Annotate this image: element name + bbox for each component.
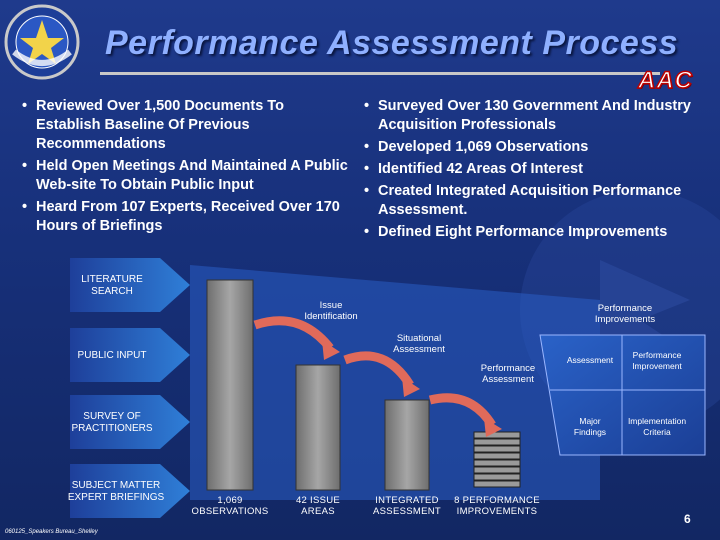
input-label-sme: SUBJECT MATTER EXPERT BRIEFINGS xyxy=(67,480,165,503)
bullet-item: Heard From 107 Experts, Received Over 17… xyxy=(20,198,350,236)
left-bullet-list: Reviewed Over 1,500 Documents To Establi… xyxy=(20,97,350,239)
bullet-item: Defined Eight Performance Improvements xyxy=(362,223,717,242)
bullet-item: Held Open Meetings And Maintained A Publ… xyxy=(20,157,350,195)
column-label-issue-areas: 42 ISSUE AREAS xyxy=(295,495,341,517)
bar-observations xyxy=(206,279,254,491)
input-arrow-literature xyxy=(70,258,190,312)
label-performance-assessment: Performance Assessment xyxy=(480,363,536,385)
curve-arrow-3 xyxy=(428,393,496,428)
input-arrow-survey xyxy=(70,395,190,449)
input-label-public: PUBLIC INPUT xyxy=(77,350,147,361)
bar-integrated xyxy=(384,399,430,491)
air-force-emblem xyxy=(4,4,80,80)
bullet-item: Developed 1,069 Observations xyxy=(362,138,717,157)
bar-issue-areas xyxy=(295,364,341,491)
column-label-observations: 1,069 OBSERVATIONS xyxy=(191,495,269,517)
right-bullet-list: Surveyed Over 130 Government And Industr… xyxy=(362,97,717,245)
bullet-item: Identified 42 Areas Of Interest xyxy=(362,160,717,179)
bar-improvements xyxy=(473,431,521,488)
title-divider xyxy=(100,72,660,75)
matrix-major-findings: Major Findings xyxy=(573,416,607,437)
column-label-improvements: 8 PERFORMANCE IMPROVEMENTS xyxy=(454,495,540,517)
curve-arrow-1 xyxy=(253,316,334,351)
label-situational-assessment: Situational Assessment xyxy=(393,333,445,355)
aac-logo: AAC xyxy=(637,66,693,95)
footer-text: 060125_Speakers Bureau_Shelley xyxy=(5,529,98,535)
input-label-survey: SURVEY OF PRACTITIONERS xyxy=(71,411,153,434)
input-arrow-public xyxy=(70,328,190,382)
matrix-performance-improvement: Performance Improvement xyxy=(632,350,682,371)
bullet-item: Reviewed Over 1,500 Documents To Establi… xyxy=(20,97,350,154)
bullet-item: Surveyed Over 130 Government And Industr… xyxy=(362,97,717,135)
label-issue-identification: Issue Identification xyxy=(304,300,358,322)
page-number: 6 xyxy=(684,512,691,526)
matrix-implementation-criteria: Implementation Criteria xyxy=(627,416,687,437)
column-label-integrated: INTEGRATED ASSESSMENT xyxy=(373,495,441,517)
curve-arrow-2 xyxy=(343,351,414,388)
label-performance-improvements: Performance Improvements xyxy=(594,303,656,325)
input-arrow-sme xyxy=(70,464,190,518)
page-title: Performance Assessment Process xyxy=(105,24,679,62)
matrix-assessment: Assessment xyxy=(566,355,614,365)
bullet-item: Created Integrated Acquisition Performan… xyxy=(362,182,717,220)
input-label-literature: LITERATURE SEARCH xyxy=(81,274,143,297)
